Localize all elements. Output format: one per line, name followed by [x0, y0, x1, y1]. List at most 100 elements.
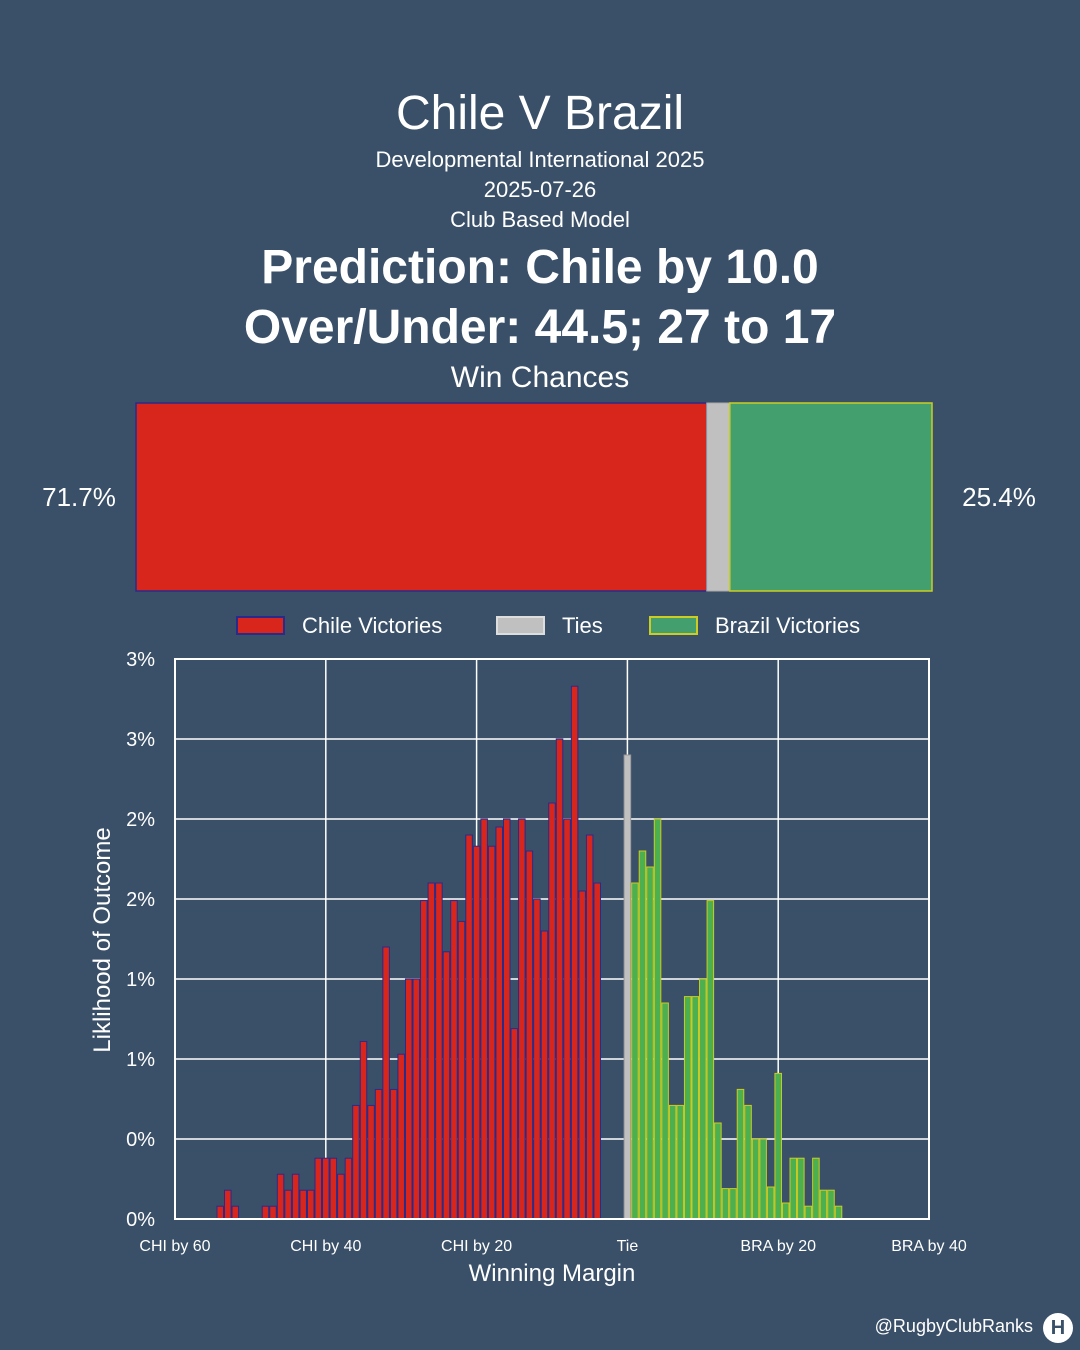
bar-brazil-9: [691, 996, 700, 1220]
bar-chile--23: [450, 900, 458, 1220]
bar-brazil-25: [812, 1157, 820, 1220]
bar-chile--12: [533, 898, 541, 1220]
bar-brazil-2: [638, 850, 647, 1220]
bar-chile--18: [487, 845, 496, 1220]
bar-chile--39: [329, 1157, 338, 1220]
bar-chile--31: [389, 1088, 398, 1220]
bar-brazil-7: [676, 1104, 684, 1220]
bar-chile--25: [435, 882, 443, 1220]
y-tick-label-1: 0%: [126, 1129, 155, 1151]
legend-swatch-ties: [496, 616, 545, 635]
win-chances-title: Win Chances: [450, 361, 630, 394]
bar-brazil-3: [646, 866, 654, 1220]
bar-chile--34: [367, 1104, 375, 1220]
bar-chile--29: [404, 978, 413, 1220]
plot-frame: [174, 658, 930, 1220]
bar-chile--17: [495, 826, 503, 1220]
bar-chile--22: [457, 920, 466, 1220]
bar-chile--5: [585, 834, 594, 1220]
bar-brazil-19: [766, 1186, 775, 1220]
bar-brazil-15: [736, 1088, 745, 1220]
bar-chile--10: [548, 802, 556, 1220]
x-tick-label-0: CHI by 60: [139, 1238, 210, 1255]
bar-brazil-18: [759, 1138, 767, 1220]
bar-brazil-23: [797, 1157, 805, 1220]
bar-chile--8: [563, 818, 571, 1220]
bar-chile--15: [510, 1028, 519, 1220]
bar-brazil-14: [729, 1188, 737, 1220]
bar-chile--46: [276, 1173, 285, 1220]
bar-brazil-5: [661, 1002, 669, 1220]
legend-swatch-brazil: [649, 616, 698, 635]
bar-chile--21: [465, 834, 473, 1220]
legend-label-brazil: Brazil Victories: [715, 613, 860, 638]
bar-chile--38: [337, 1173, 345, 1220]
bar-chile--13: [525, 850, 534, 1220]
bar-brazil-17: [751, 1138, 760, 1220]
chart-title: Chile V Brazil: [395, 87, 685, 140]
bar-chile--24: [442, 951, 451, 1220]
legend-label-ties: Ties: [562, 613, 603, 638]
bar-brazil-27: [827, 1189, 835, 1220]
bar-chile--47: [269, 1205, 277, 1220]
bar-chile--45: [284, 1189, 292, 1220]
x-tick-label-5: BRA by 40: [891, 1238, 967, 1255]
bar-chile--7: [570, 685, 579, 1220]
bar-chile--40: [322, 1157, 330, 1220]
match-date: 2025-07-26: [483, 177, 597, 202]
prediction-text: Prediction: Chile by 10.0: [261, 241, 819, 294]
legend-swatch-chile: [236, 616, 285, 635]
bar-chile--14: [518, 818, 526, 1220]
bar-brazil-24: [804, 1205, 813, 1220]
bar-chile--27: [420, 900, 428, 1220]
bar-chile--33: [374, 1088, 383, 1220]
bar-chile--20: [472, 845, 481, 1220]
y-axis-ticks: 0% 0% 1% 1% 2% 2% 3% 3%: [126, 649, 155, 1231]
chile-win-pct: 71.7%: [42, 482, 116, 512]
bar-brazil-1: [631, 882, 639, 1220]
x-tick-label-2: CHI by 20: [441, 1238, 512, 1255]
bar-brazil-10: [699, 978, 707, 1220]
bar-chile--26: [427, 882, 436, 1220]
bar-chile--42: [306, 1189, 315, 1220]
bar-chile--6: [578, 890, 586, 1220]
bar-brazil-6: [668, 1104, 677, 1220]
bar-chile--9: [555, 738, 564, 1220]
y-tick-label-6: 3%: [126, 729, 155, 751]
bar-brazil-4: [653, 818, 662, 1220]
win-chances-tie-segment: [706, 402, 731, 592]
bar-chile--48: [261, 1205, 270, 1220]
bar-chile--41: [314, 1157, 323, 1220]
bar-brazil-11: [706, 900, 715, 1220]
bar-chile--11: [540, 930, 549, 1220]
bar-brazil-28: [834, 1205, 843, 1220]
legend: Chile Victories Ties Brazil Victories: [236, 613, 860, 638]
competition-subtitle: Developmental International 2025: [375, 147, 705, 172]
bar-chile--53: [224, 1189, 232, 1220]
y-tick-label-0: 0%: [126, 1209, 155, 1231]
bar-chile--16: [502, 818, 511, 1220]
bar-chile--43: [299, 1189, 307, 1220]
bar-brazil-20: [774, 1072, 782, 1220]
bar-brazil-13: [721, 1188, 730, 1220]
bar-brazil-8: [683, 996, 692, 1220]
y-tick-label-5: 2%: [126, 809, 155, 831]
bar-chile--30: [397, 1053, 405, 1220]
y-tick-label-3: 1%: [126, 969, 155, 991]
bar-chile--4: [593, 882, 602, 1220]
x-tick-label-4: BRA by 20: [740, 1238, 816, 1255]
legend-label-chile: Chile Victories: [302, 613, 442, 638]
bar-tie-0: [623, 754, 632, 1220]
bar-chile--32: [382, 946, 390, 1220]
x-tick-label-1: CHI by 40: [290, 1238, 361, 1255]
win-chances-chile-segment: [135, 402, 708, 592]
twitter-handle: @RugbyClubRanks: [874, 1316, 1033, 1336]
bar-brazil-22: [789, 1157, 798, 1220]
bar-brazil-26: [819, 1189, 828, 1220]
bar-brazil-16: [744, 1104, 752, 1220]
brazil-win-pct: 25.4%: [962, 482, 1036, 512]
x-axis-ticks: CHI by 60 CHI by 40 CHI by 20 Tie BRA by 20 B…: [139, 1238, 966, 1255]
win-chances-brazil-segment: [729, 402, 933, 592]
bar-chile--19: [480, 818, 488, 1220]
